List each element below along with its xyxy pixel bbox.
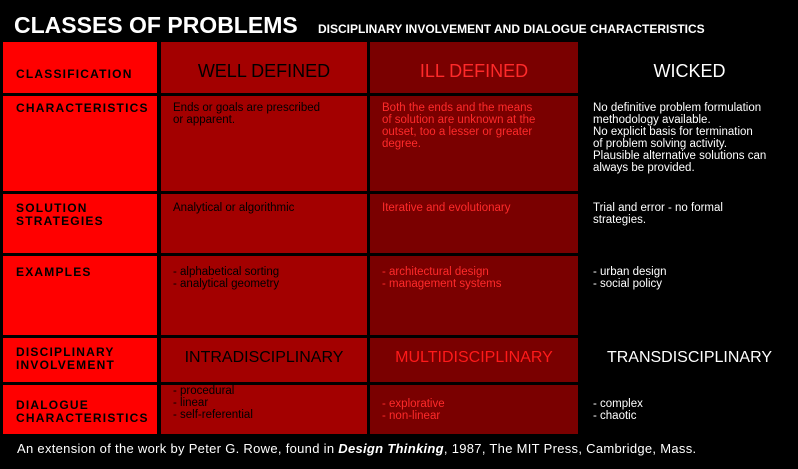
row-label-dialogue-characteristics: DIALOGUE CHARACTERISTICS [16,398,149,425]
well-defined-solution-strategies: Analytical or algorithmic [173,202,295,214]
well-defined-dialogue-cell: - procedural - linear - self-referential [161,385,367,434]
wicked-heading: WICKED [653,61,726,81]
wicked-examples-cell: - urban design - social policy [581,256,798,335]
ill-defined-solution-strategies: Iterative and evolutionary [382,202,511,214]
footer-credit: An extension of the work by Peter G. Row… [17,441,696,456]
wicked-solution-strategies-cell: Trial and error - no formal strategies. [581,194,798,253]
row-label-solution-strategies: SOLUTION STRATEGIES [16,201,104,228]
wicked-involvement-cell: TRANSDISCIPLINARY [581,338,798,382]
well-defined-examples: - alphabetical sorting - analytical geom… [173,266,280,290]
row-label-characteristics: CHARACTERISTICS [16,101,149,115]
wicked-characteristics-cell: No definitive problem formulation method… [581,96,798,191]
wicked-involvement: TRANSDISCIPLINARY [606,349,773,366]
row-label-solution-strategies-cell: SOLUTION STRATEGIES [3,194,157,253]
row-label-disciplinary-involvement-cell: DISCIPLINARY INVOLVEMENT [3,338,157,382]
well-defined-examples-cell: - alphabetical sorting - analytical geom… [161,256,367,335]
wicked-characteristics: No definitive problem formulation method… [593,102,767,174]
ill-defined-involvement: MULTIDISCIPLINARY [395,349,553,366]
footer-prefix: An extension of the work by Peter G. Row… [17,441,339,456]
footer-suffix: , 1987, The MIT Press, Cambridge, Mass. [443,441,697,456]
row-label-examples: EXAMPLES [16,265,92,279]
ill-defined-dialogue-cell: - explorative - non-linear [370,385,578,434]
well-defined-involvement-cell: INTRADISCIPLINARY [161,338,367,382]
ill-defined-involvement-cell: MULTIDISCIPLINARY [370,338,578,382]
footer-book-title: Design Thinking [338,441,444,456]
ill-defined-solution-strategies-cell: Iterative and evolutionary [370,194,578,253]
ill-defined-heading-cell: ILL DEFINED [370,42,578,93]
ill-defined-characteristics-cell: Both the ends and the means of solution … [370,96,578,191]
page-subtitle: DISCIPLINARY INVOLVEMENT AND DIALOGUE CH… [318,22,705,36]
ill-defined-examples: - architectural design - management syst… [382,266,502,290]
row-label-classification-cell: CLASSIFICATION [3,42,157,93]
well-defined-characteristics: Ends or goals are prescribed or apparent… [173,102,321,126]
ill-defined-examples-cell: - architectural design - management syst… [370,256,578,335]
row-label-classification: CLASSIFICATION [16,67,133,81]
ill-defined-dialogue: - explorative - non-linear [382,398,445,422]
ill-defined-characteristics: Both the ends and the means of solution … [382,102,536,150]
well-defined-solution-strategies-cell: Analytical or algorithmic [161,194,367,253]
wicked-dialogue-cell: - complex - chaotic [581,385,798,434]
page-title: CLASSES OF PROBLEMS [14,12,298,38]
row-label-characteristics-cell: CHARACTERISTICS [3,96,157,191]
row-label-examples-cell: EXAMPLES [3,256,157,335]
well-defined-heading-cell: WELL DEFINED [161,42,367,93]
wicked-heading-cell: WICKED [581,42,798,93]
row-label-disciplinary-involvement: DISCIPLINARY INVOLVEMENT [16,345,115,372]
wicked-solution-strategies: Trial and error - no formal strategies. [593,202,723,226]
row-label-dialogue-characteristics-cell: DIALOGUE CHARACTERISTICS [3,385,157,434]
wicked-examples: - urban design - social policy [593,266,667,290]
well-defined-involvement: INTRADISCIPLINARY [184,349,344,366]
well-defined-characteristics-cell: Ends or goals are prescribed or apparent… [161,96,367,191]
well-defined-dialogue: - procedural - linear - self-referential [173,385,253,421]
wicked-dialogue: - complex - chaotic [593,398,643,422]
well-defined-heading: WELL DEFINED [197,61,331,81]
ill-defined-heading: ILL DEFINED [419,61,529,81]
